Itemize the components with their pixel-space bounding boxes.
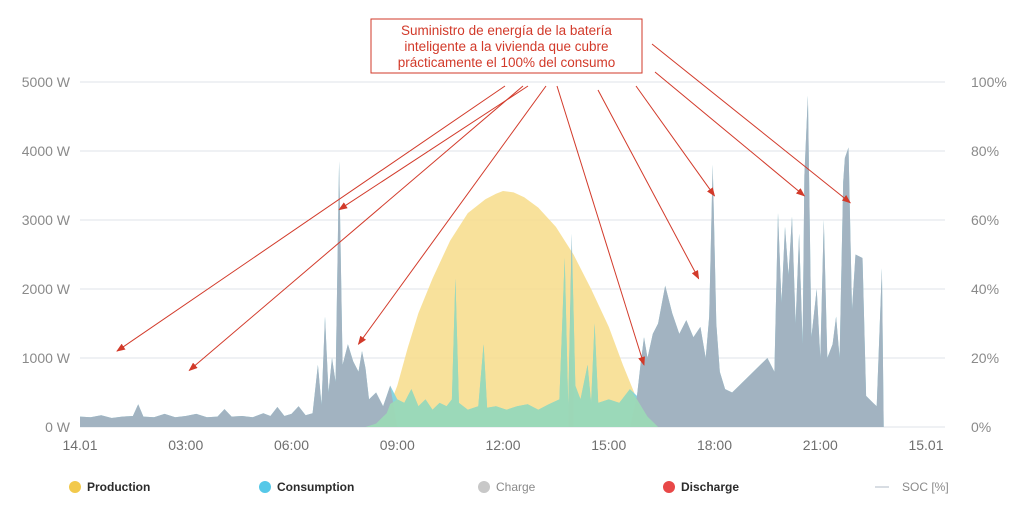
legend-marker — [478, 481, 490, 493]
legend-marker — [259, 481, 271, 493]
y-right-tick-label: 60% — [971, 212, 999, 228]
y-left-tick-label: 0 W — [45, 419, 71, 435]
y-right-tick-label: 20% — [971, 350, 999, 366]
annotation-arrow — [188, 85, 524, 372]
y-left-tick-label: 4000 W — [22, 143, 71, 159]
legend-label: Charge — [496, 480, 536, 494]
annotation-arrow — [357, 85, 547, 346]
y-left-tick-label: 5000 W — [22, 74, 71, 90]
x-tick-label: 15:00 — [591, 437, 626, 453]
annotation-text-line: inteligente a la vivienda que cubre — [404, 39, 608, 54]
legend-label: Consumption — [277, 480, 354, 494]
annotation-arrow — [651, 43, 851, 204]
annotation-arrow — [597, 89, 700, 280]
annotation-arrow — [635, 85, 716, 197]
y-right-tick-label: 40% — [971, 281, 999, 297]
x-tick-label: 06:00 — [274, 437, 309, 453]
annotation-box — [370, 18, 643, 74]
legend-label: Production — [87, 480, 150, 494]
annotation-arrow — [654, 71, 806, 197]
x-tick-label: 15.01 — [908, 437, 943, 453]
y-left-tick-label: 2000 W — [22, 281, 71, 297]
x-tick-label: 03:00 — [168, 437, 203, 453]
x-tick-label: 18:00 — [697, 437, 732, 453]
production-area — [80, 191, 926, 427]
annotation-arrow — [556, 85, 645, 366]
y-left-tick-label: 1000 W — [22, 350, 71, 366]
x-tick-label: 14.01 — [62, 437, 97, 453]
annotation-text-line: Suministro de energía de la batería — [401, 23, 612, 38]
x-tick-label: 12:00 — [485, 437, 520, 453]
y-left-tick-label: 3000 W — [22, 212, 71, 228]
annotation-text-line: prácticamente el 100% del consumo — [398, 55, 616, 70]
y-right-tick-label: 80% — [971, 143, 999, 159]
y-right-tick-label: 100% — [971, 74, 1007, 90]
annotation-arrow — [116, 85, 506, 352]
x-tick-label: 21:00 — [803, 437, 838, 453]
legend-label: SOC [%] — [902, 480, 949, 494]
legend-marker — [663, 481, 675, 493]
y-right-tick-label: 0% — [971, 419, 991, 435]
annotation-arrow — [338, 85, 529, 211]
x-tick-label: 09:00 — [380, 437, 415, 453]
legend-label: Discharge — [681, 480, 739, 494]
legend-marker — [69, 481, 81, 493]
battery-discharge-area — [80, 95, 926, 428]
